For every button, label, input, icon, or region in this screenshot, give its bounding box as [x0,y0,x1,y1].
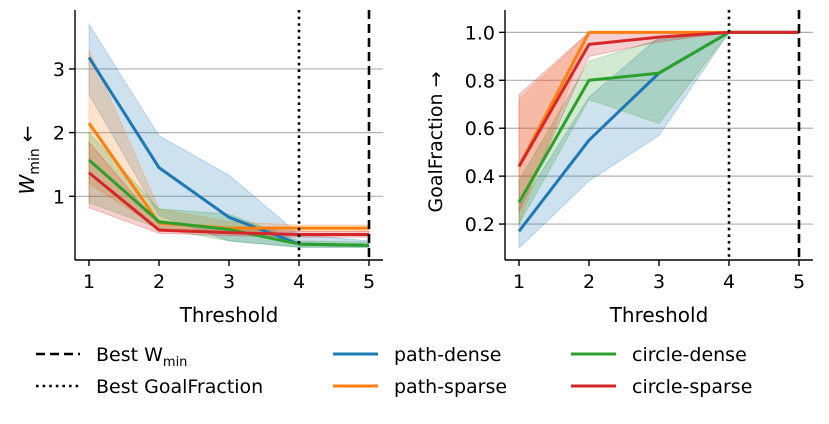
goalfraction-panel: 0.2 0.4 0.6 0.8 1.0 1 2 3 4 5 Threshold GoalFract… [425,10,813,327]
legend: Best Wmin Best GoalFraction path-dense p… [36,344,752,398]
right-ytick-label: 0.8 [465,70,495,92]
goalfraction-bands [518,31,799,250]
right-xtick-label: 4 [723,271,735,293]
left-ytick-label: 3 [53,59,65,81]
legend-path-dense-label: path-dense [394,344,501,366]
right-line-circle-sparse [517,30,799,168]
legend-best-wmin: Best Wmin [36,344,187,370]
wmin-ylabel: Wmin ← [15,126,43,195]
left-xtick-label: 4 [293,271,305,293]
left-xtick-label: 2 [153,271,165,293]
wmin-reference-lines [297,10,371,260]
legend-circle-sparse-label: circle-sparse [632,376,752,398]
right-xtick-label: 2 [583,271,595,293]
goalfraction-xlabel: Threshold [609,303,709,327]
left-band-circle-dense [88,131,370,248]
left-xtick-label: 5 [363,271,375,293]
legend-circle-dense-label: circle-dense [632,344,747,366]
left-xtick-label: 3 [223,271,235,293]
legend-best-wmin-sub: min [163,355,188,370]
legend-path-sparse: path-sparse [333,376,507,398]
legend-circle-sparse: circle-sparse [571,376,752,398]
wmin-ylabel-arrow: ← [15,126,39,143]
right-ytick-label: 0.4 [465,166,495,188]
left-line-circle-sparse [88,171,369,237]
legend-path-sparse-label: path-sparse [394,376,507,398]
left-band-path-dense [88,22,370,248]
wmin-ticks: 1 2 3 1 2 3 4 5 [53,59,375,293]
right-xtick-label: 3 [653,271,665,293]
left-ytick-label: 2 [53,123,65,145]
wmin-grid [75,68,383,197]
svg-text:Wmin←: Wmin ← [15,126,43,195]
left-line-circle-dense [88,158,370,247]
right-xtick-label: 5 [793,271,805,293]
wmin-bands [88,22,370,248]
left-ytick-label: 1 [53,186,65,208]
legend-circle-dense: circle-dense [571,344,747,366]
left-band-path-sparse [88,49,370,232]
goalfraction-lines [517,30,799,233]
goalfraction-ticks: 0.2 0.4 0.6 0.8 1.0 1 2 3 4 5 [465,22,805,293]
legend-path-dense: path-dense [333,344,501,366]
goalfraction-ylabel: GoalFraction → [425,71,447,212]
left-xtick-label: 1 [83,271,95,293]
right-ytick-label: 1.0 [465,22,495,44]
wmin-lines [87,56,370,247]
right-xtick-label: 1 [513,271,525,293]
legend-best-goalfraction-label: Best GoalFraction [96,376,263,398]
wmin-ylabel-main: W [15,173,39,194]
svg-text:Best Wmin: Best Wmin [96,344,187,370]
legend-best-goalfraction: Best GoalFraction [36,376,263,398]
goalfraction-reference-lines [727,10,801,260]
right-ytick-label: 0.6 [465,118,495,140]
wmin-ylabel-sub: min [27,148,43,174]
wmin-panel: 1 2 3 1 2 3 4 5 Threshold Wmin ← [15,10,383,327]
right-ytick-label: 0.2 [465,214,495,236]
wmin-xlabel: Threshold [179,303,279,327]
legend-best-wmin-label: Best W [96,344,163,366]
